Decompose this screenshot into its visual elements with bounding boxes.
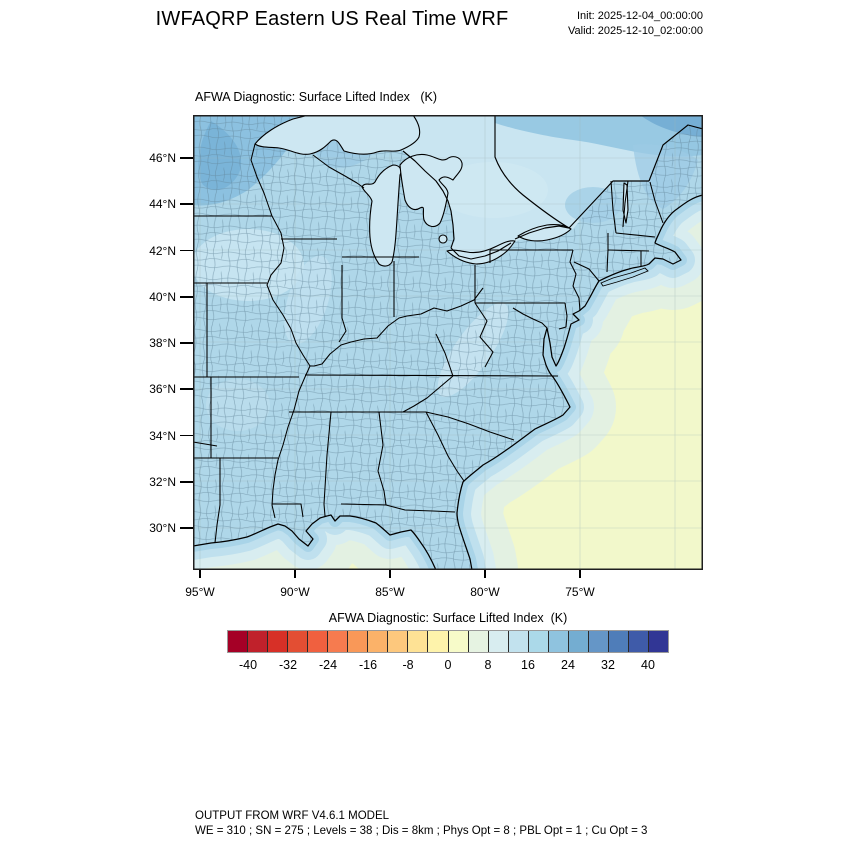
lat-tick-label: 36°N: [149, 382, 176, 397]
lat-tick-label: 34°N: [149, 428, 176, 443]
lon-tick-label: 85°W: [375, 585, 405, 599]
colorbar-tick-label: 24: [561, 658, 575, 672]
colorbar-segment: [368, 631, 389, 652]
footer-line1: OUTPUT FROM WRF V4.6.1 MODEL: [195, 810, 390, 822]
lat-tick-mark: [180, 434, 193, 437]
colorbar-tick-label: -16: [358, 658, 378, 672]
colorbar-segment: [548, 631, 569, 652]
lake-superior: [254, 115, 421, 155]
lat-tick-mark: [180, 480, 193, 483]
map-frame: [193, 115, 703, 570]
lon-tick-label: 95°W: [185, 585, 215, 599]
colorbar-segment: [428, 631, 449, 652]
lon-tick-label: 90°W: [280, 585, 310, 599]
lake-erie: [446, 240, 516, 265]
colorbar-title: AFWA Diagnostic: Surface Lifted Index (K…: [328, 611, 568, 625]
colorbar-segment: [568, 631, 589, 652]
colorbar-segment: [488, 631, 509, 652]
great-lakes: [254, 115, 629, 267]
lon-tick-label: 75°W: [565, 585, 595, 599]
colorbar-segment: [528, 631, 549, 652]
map-subtitle: AFWA Diagnostic: Surface Lifted Index (K…: [195, 90, 437, 104]
colorbar-tick-label: 40: [641, 658, 655, 672]
lon-tick-mark: [199, 570, 201, 578]
lat-tick-label: 32°N: [149, 474, 176, 489]
colorbar-tick-label: 0: [444, 658, 452, 672]
colorbar-segment: [228, 631, 249, 652]
canada-borders: [402, 115, 703, 260]
colorbar-segment: [248, 631, 269, 652]
colorbar-segment: [468, 631, 489, 652]
map-canvas: [193, 115, 703, 570]
lake-st-clair: [438, 234, 448, 244]
colorbar-segment: [268, 631, 289, 652]
state-borders: [193, 143, 664, 544]
lat-tick-label: 46°N: [149, 151, 176, 165]
colorbar-segment: [628, 631, 649, 652]
run-info: Init: 2025-12-04_00:00:00 Valid: 2025-12…: [568, 9, 703, 39]
lake-michigan: [361, 164, 402, 267]
lat-tick-mark: [180, 157, 193, 159]
lat-tick-mark: [180, 388, 193, 391]
lon-tick-label: 80°W: [470, 585, 500, 599]
colorbar-segment: [348, 631, 369, 652]
map-svg: [193, 115, 703, 570]
colorbar-segment: [408, 631, 429, 652]
colorbar-segment: [388, 631, 409, 652]
lat-tick-label: 40°N: [149, 289, 176, 304]
lat-tick-mark: [180, 249, 193, 252]
valid-time: Valid: 2025-12-10_02:00:00: [568, 25, 703, 37]
lake-ontario: [517, 224, 572, 242]
colorbar-tick-label: 32: [601, 658, 615, 672]
colorbar-segments: [227, 630, 669, 653]
lat-tick-label: 38°N: [149, 336, 176, 350]
lake-huron: [399, 153, 463, 228]
footer-info: OUTPUT FROM WRF V4.6.1 MODEL WE = 310 ; …: [195, 809, 647, 839]
page-title: IWFAQRP Eastern US Real Time WRF: [155, 8, 509, 30]
lon-tick-mark: [579, 570, 581, 578]
lat-tick-label: 42°N: [149, 243, 176, 258]
colorbar-segment: [588, 631, 609, 652]
colorbar-tick-label: 16: [521, 658, 535, 672]
lat-tick-label: 30°N: [149, 521, 176, 535]
colorbar-tick-label: -24: [318, 658, 338, 672]
coastline: [193, 194, 703, 570]
long-island: [600, 267, 649, 287]
colorbar-segment: [608, 631, 629, 652]
colorbar-segment: [308, 631, 329, 652]
footer-line2: WE = 310 ; SN = 275 ; Levels = 38 ; Dis …: [195, 825, 648, 837]
colorbar-tick-label: -8: [402, 658, 414, 672]
colorbar-segment: [448, 631, 469, 652]
init-time: Init: 2025-12-04_00:00:00: [577, 10, 703, 22]
lat-tick-label: 44°N: [149, 197, 176, 212]
colorbar-tick-label: 8: [484, 658, 492, 672]
colorbar-tick-label: -32: [278, 658, 298, 672]
colorbar-segment: [648, 631, 669, 652]
lat-tick-mark: [180, 342, 193, 344]
colorbar-tick-label: -40: [238, 658, 258, 672]
colorbar-segment: [328, 631, 349, 652]
colorbar-segment: [288, 631, 309, 652]
colorbar-segment: [508, 631, 529, 652]
lon-tick-mark: [294, 570, 296, 578]
lon-tick-mark: [484, 570, 486, 578]
lon-tick-mark: [389, 570, 391, 578]
lat-tick-mark: [180, 203, 193, 206]
lat-tick-mark: [180, 527, 193, 529]
lat-tick-mark: [180, 295, 193, 298]
